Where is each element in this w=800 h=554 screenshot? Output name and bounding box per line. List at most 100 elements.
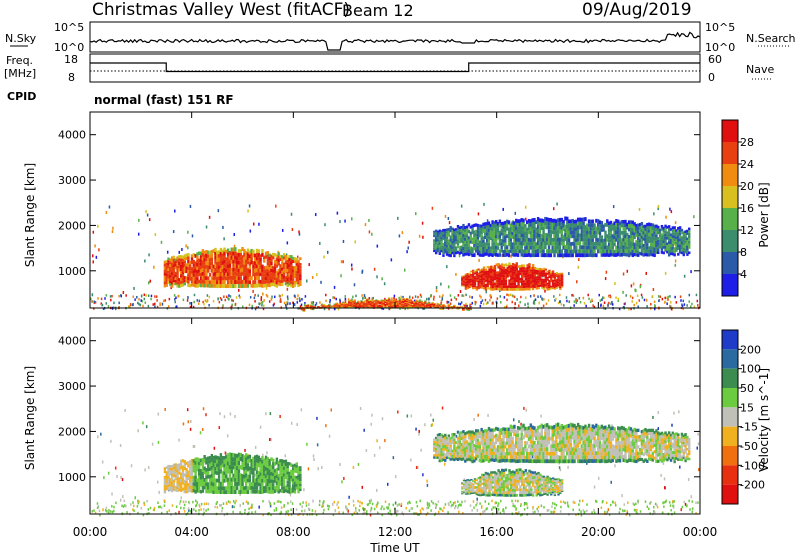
data-cell (515, 249, 518, 253)
data-cell (199, 265, 203, 270)
ground-cell (457, 506, 459, 510)
data-cell (181, 280, 185, 284)
data-cell (357, 302, 360, 304)
data-cell (387, 302, 391, 304)
data-cell (589, 234, 593, 239)
data-cell (553, 272, 557, 275)
data-cell (684, 235, 687, 239)
data-cell (607, 221, 611, 226)
data-cell (254, 272, 257, 277)
ground-cell (321, 505, 323, 508)
data-cell (387, 297, 391, 299)
data-cell (539, 284, 542, 287)
ground-cell (657, 295, 660, 298)
data-cell (469, 304, 472, 306)
data-cell (675, 236, 678, 240)
data-cell (538, 241, 542, 246)
ground-cell (655, 503, 658, 507)
ground-cell (411, 507, 413, 510)
scatter-cell (320, 280, 322, 284)
data-cell (174, 266, 177, 270)
ground-cell (480, 296, 482, 299)
data-cell (627, 246, 631, 250)
ground-cell (439, 307, 441, 311)
data-cell (649, 246, 653, 250)
data-cell (553, 286, 557, 288)
scatter-cell (621, 494, 623, 498)
ground-cell (290, 508, 292, 512)
data-cell (620, 241, 624, 246)
data-cell (631, 253, 634, 258)
data-cell (462, 233, 465, 237)
data-cell (217, 284, 221, 288)
ground-cell (189, 305, 192, 309)
data-cell (562, 234, 565, 239)
data-cell (555, 242, 558, 246)
ground-cell (323, 508, 325, 512)
data-cell (662, 243, 665, 247)
data-cell (349, 304, 353, 306)
ground-cell (371, 502, 374, 506)
data-cell (486, 282, 489, 285)
data-cell (649, 232, 653, 237)
data-cell (169, 277, 172, 281)
data-cell (471, 273, 475, 276)
ground-cell (629, 295, 632, 298)
data-cell (617, 241, 620, 246)
data-cell (261, 283, 264, 288)
ground-cell (612, 501, 614, 504)
data-cell (582, 225, 585, 230)
data-cell (241, 271, 244, 276)
data-cell (509, 249, 513, 253)
data-cell (486, 286, 489, 290)
data-cell (380, 304, 384, 306)
data-cell (533, 253, 536, 258)
data-cell (515, 265, 518, 268)
data-cell (205, 283, 208, 288)
data-cell (268, 253, 271, 257)
data-cell (489, 236, 492, 240)
ground-cell (551, 505, 553, 508)
ground-cell (149, 506, 152, 510)
data-cell (646, 236, 649, 240)
data-cell (566, 216, 569, 221)
data-cell (527, 245, 531, 250)
data-cell (353, 304, 356, 306)
data-cell (531, 271, 535, 275)
data-cell (216, 269, 219, 274)
data-cell (520, 221, 523, 226)
ground-cell (104, 509, 107, 512)
data-cell (557, 274, 560, 276)
data-cell (387, 304, 391, 306)
data-cell (477, 283, 480, 286)
data-cell (531, 222, 534, 226)
ground-cell (515, 511, 517, 515)
data-cell (360, 301, 364, 303)
data-cell (198, 251, 201, 256)
data-cell (481, 270, 484, 273)
ground-cell (681, 505, 684, 509)
ground-cell (300, 303, 303, 307)
data-cell (349, 306, 353, 308)
data-cell (558, 237, 562, 242)
data-cell (540, 280, 544, 283)
data-cell (263, 283, 266, 288)
scatter-cell (567, 465, 569, 469)
ground-cell (578, 499, 581, 503)
data-cell (243, 249, 246, 253)
data-cell (465, 243, 469, 247)
ground-cell (361, 501, 363, 505)
scatter-cell (244, 448, 246, 452)
data-cell (518, 226, 522, 231)
ground-cell (511, 294, 514, 297)
data-cell (673, 226, 676, 230)
data-cell (487, 221, 491, 225)
scatter-cell (368, 218, 370, 222)
scatter-cell (160, 240, 163, 244)
data-cell (386, 302, 389, 304)
data-cell (513, 249, 516, 254)
data-cell (493, 228, 496, 232)
data-cell (349, 303, 353, 305)
data-cell (214, 247, 217, 252)
data-cell (651, 230, 655, 234)
